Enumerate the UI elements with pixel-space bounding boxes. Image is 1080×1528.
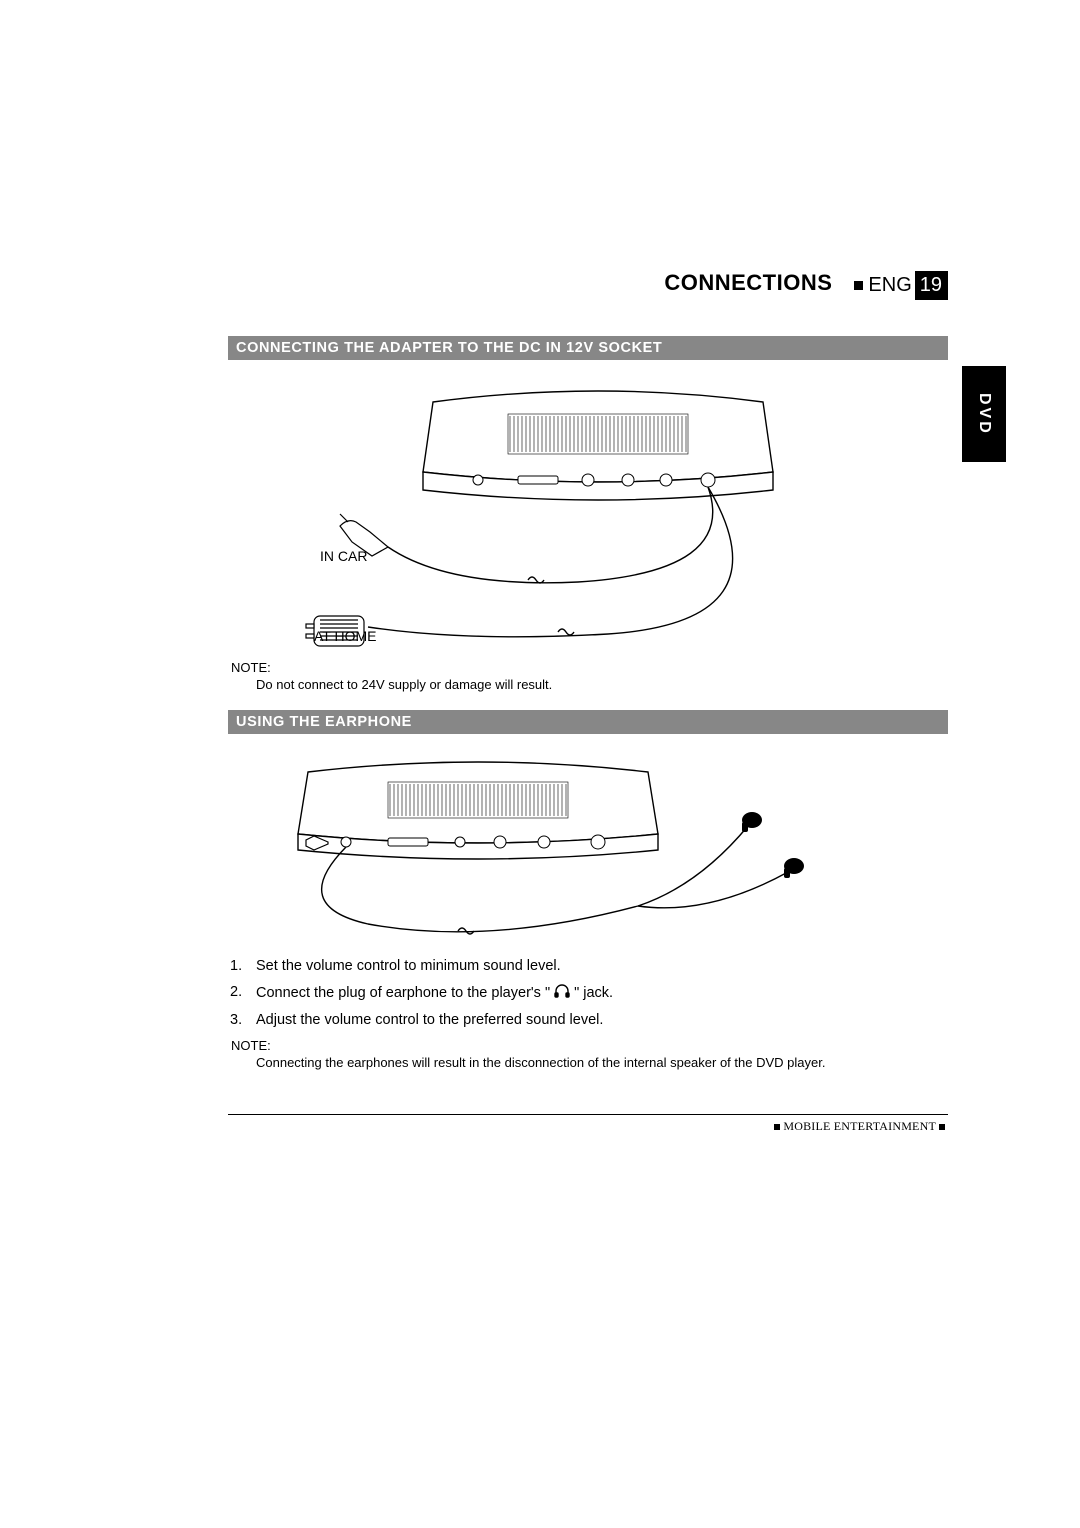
square-bullet-icon: [939, 1124, 945, 1130]
adapter-diagram: IN CAR AT HOME: [228, 372, 948, 652]
step-row: 2. Connect the plug of earphone to the p…: [230, 984, 948, 1002]
page-header: CONNECTIONS ENG 19: [228, 270, 948, 300]
step-number: 3.: [230, 1012, 256, 1028]
section-heading-earphone: USING THE EARPHONE: [228, 710, 948, 734]
headphone-icon: [554, 984, 570, 1002]
lang-code: ENG: [868, 274, 911, 297]
step-text: Connect the plug of earphone to the play…: [256, 984, 948, 1002]
note-label: NOTE:: [231, 1038, 948, 1053]
at-home-label: AT HOME: [314, 628, 377, 644]
footer-text: MOBILE ENTERTAINMENT: [783, 1119, 936, 1133]
step-row: 1. Set the volume control to minimum sou…: [230, 958, 948, 974]
page-section-title: CONNECTIONS: [664, 270, 832, 296]
earphone-diagram: [228, 746, 948, 946]
note-text: Connecting the earphones will result in …: [256, 1055, 948, 1070]
section-heading-adapter: CONNECTING THE ADAPTER TO THE DC IN 12V …: [228, 336, 948, 360]
step-row: 3. Adjust the volume control to the pref…: [230, 1012, 948, 1028]
footer-divider: [228, 1114, 948, 1115]
device-earphone-illustration-icon: [228, 746, 948, 946]
side-tab: DVD: [962, 366, 1006, 462]
step-text-before: Connect the plug of earphone to the play…: [256, 985, 550, 1001]
square-bullet-icon: [854, 281, 863, 290]
step-number: 2.: [230, 984, 256, 1002]
square-bullet-icon: [774, 1124, 780, 1130]
page-footer: MOBILE ENTERTAINMENT: [228, 1119, 948, 1134]
page-lang: ENG 19: [854, 271, 948, 300]
step-text: Set the volume control to minimum sound …: [256, 958, 948, 974]
adapter-note: NOTE: Do not connect to 24V supply or da…: [228, 660, 948, 692]
step-text: Adjust the volume control to the preferr…: [256, 1012, 948, 1028]
device-adapter-illustration-icon: [228, 372, 948, 652]
manual-page: CONNECTIONS ENG 19 DVD CONNECTING THE AD…: [228, 270, 948, 1134]
step-text-after: " jack.: [574, 985, 613, 1001]
earphone-note: NOTE: Connecting the earphones will resu…: [228, 1038, 948, 1070]
in-car-label: IN CAR: [320, 548, 367, 564]
step-number: 1.: [230, 958, 256, 974]
note-text: Do not connect to 24V supply or damage w…: [256, 677, 948, 692]
note-label: NOTE:: [231, 660, 948, 675]
page-number: 19: [915, 271, 948, 300]
earphone-steps: 1. Set the volume control to minimum sou…: [230, 958, 948, 1028]
side-tab-label: DVD: [975, 393, 993, 436]
